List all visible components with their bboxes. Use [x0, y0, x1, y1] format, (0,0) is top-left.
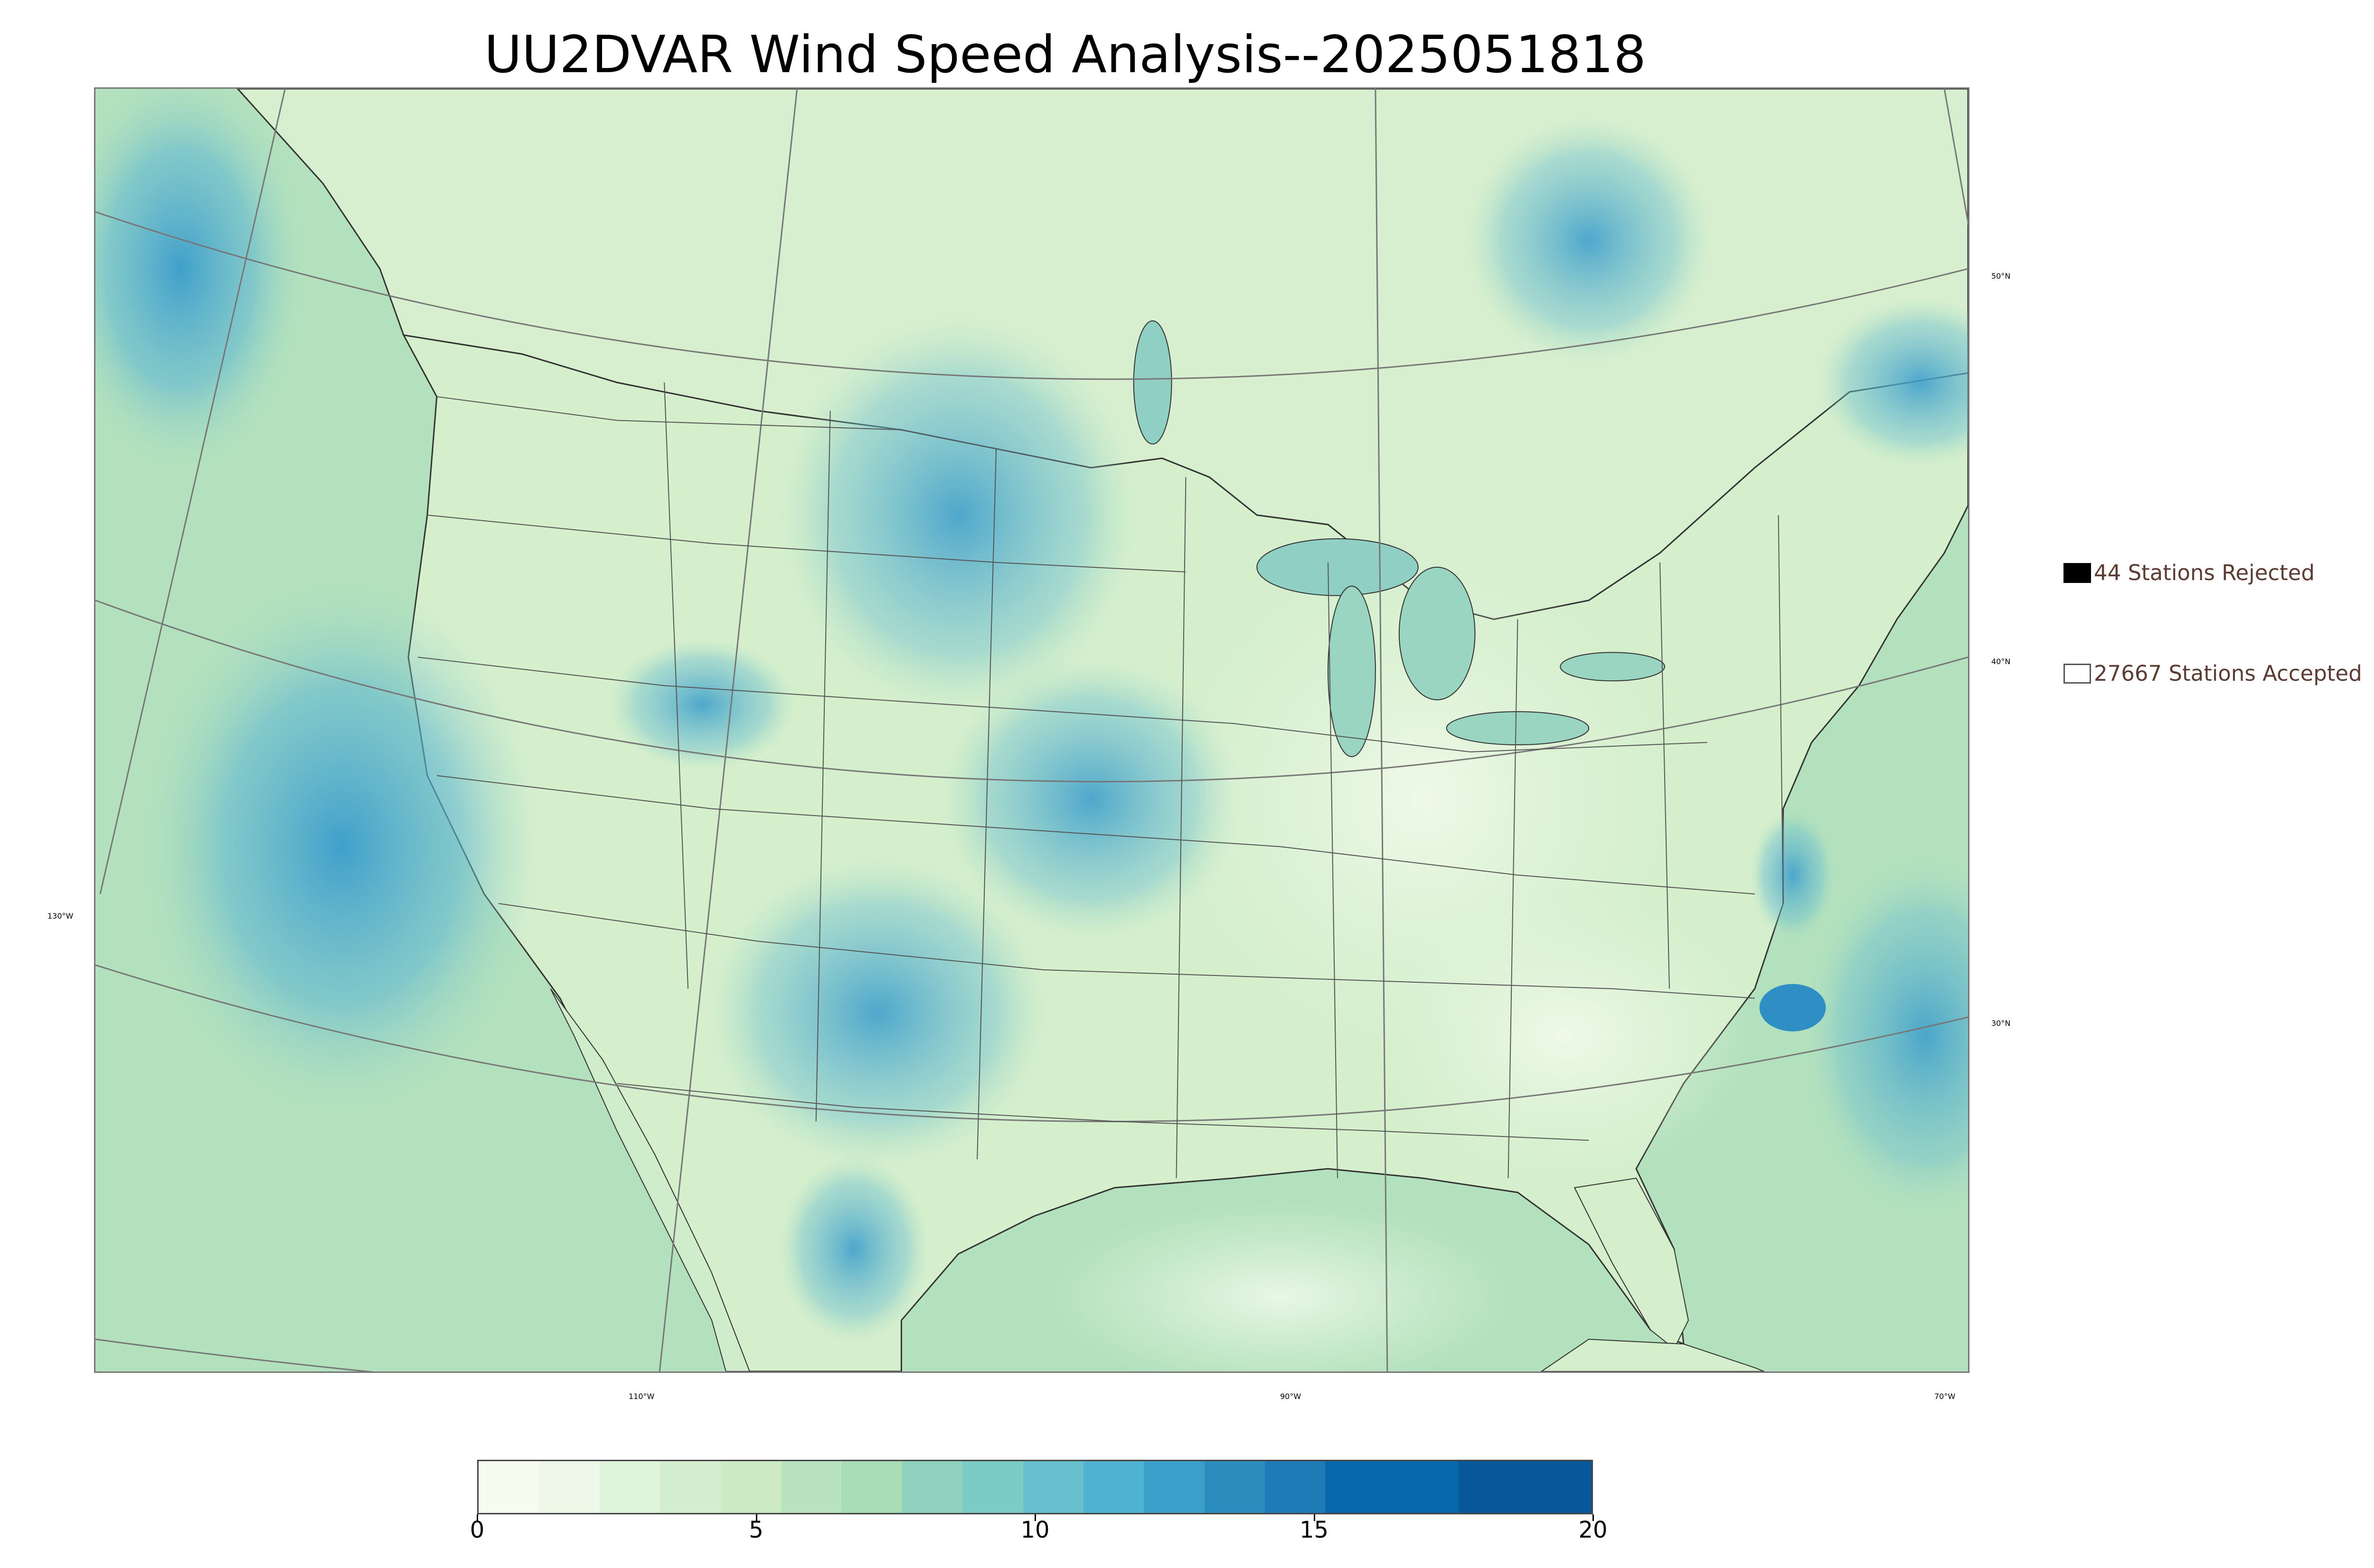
colorbar-segment	[479, 1461, 539, 1513]
colorbar-segment	[660, 1461, 721, 1513]
accepted-station-swatch	[2063, 663, 2091, 684]
pacific-wind-maximum	[142, 581, 541, 1112]
colorbar-segment	[962, 1461, 1023, 1513]
gulf-calm	[1044, 1202, 1518, 1371]
gulf-stream-wind	[1750, 808, 1836, 942]
map-panel[interactable]	[94, 87, 1969, 1373]
central-plains-wind	[939, 657, 1243, 942]
legend-accepted-label: 27667 Stations Accepted	[2094, 661, 2362, 686]
northern-plains-wind	[778, 316, 1139, 714]
atlantic-eddy	[1759, 984, 1826, 1032]
colorbar-tick	[755, 1514, 757, 1521]
colorbar-tick	[477, 1514, 478, 1521]
map-title: UU2DVAR Wind Speed Analysis--2025051818	[484, 25, 1646, 85]
lake-superior	[1256, 538, 1419, 596]
state-borders	[417, 382, 1784, 1178]
longitude-label: 130°W	[47, 911, 74, 920]
graticule-lines	[95, 89, 1968, 1371]
southeast-calm	[1375, 894, 1755, 1178]
colorbar-tick-label: 15	[1299, 1517, 1329, 1543]
colorbar-tick	[1592, 1514, 1594, 1521]
latitude-label: 50°N	[1991, 272, 2011, 281]
nova-scotia-wind	[1816, 297, 1968, 468]
lake-huron	[1398, 566, 1476, 701]
florida-peninsula	[1573, 1177, 1689, 1350]
colorbar-segment	[1144, 1461, 1205, 1513]
latitude-label: 30°N	[1991, 1019, 2011, 1028]
baja-peninsula	[550, 988, 750, 1371]
colorbar-tick-label: 20	[1578, 1517, 1608, 1543]
colorbar-segment	[1325, 1461, 1459, 1513]
longitude-label: 110°W	[629, 1392, 655, 1401]
colorbar-tick	[1035, 1514, 1036, 1521]
longitude-label: 90°W	[1280, 1392, 1301, 1401]
legend-accepted-stations: 27667 Stations Accepted	[2063, 661, 2362, 686]
colorbar-segment	[1204, 1461, 1265, 1513]
legend-rejected-stations: 44 Stations Rejected	[2063, 560, 2315, 585]
rejected-station-swatch	[2063, 563, 2091, 583]
southwest-wind	[707, 856, 1048, 1169]
longitude-label: 70°W	[1934, 1392, 1956, 1401]
lake-winnipeg	[1133, 320, 1172, 445]
colorbar-segment	[720, 1461, 781, 1513]
colorbar-tick-label: 0	[470, 1517, 485, 1543]
colorbar-segment	[781, 1461, 842, 1513]
cuba-coast	[1540, 1339, 1765, 1371]
lake-erie	[1446, 711, 1590, 745]
colorbar-segment	[1023, 1461, 1083, 1513]
hudson-bay-wind	[1465, 117, 1712, 364]
colorbar-segment	[1265, 1461, 1326, 1513]
colorbar-segment	[902, 1461, 963, 1513]
wind-speed-colorbar	[477, 1460, 1593, 1514]
colorbar-segment	[539, 1461, 600, 1513]
mexico-wind	[778, 1155, 930, 1344]
lake-michigan	[1328, 585, 1376, 757]
colorbar-tick-label: 5	[749, 1517, 763, 1543]
colorbar-tick	[1313, 1514, 1315, 1521]
latitude-label: 40°N	[1991, 657, 2011, 666]
colorbar-segment	[1083, 1461, 1144, 1513]
great-basin-wind	[607, 638, 797, 771]
wind-speed-map[interactable]	[95, 89, 1968, 1371]
legend-rejected-label: 44 Stations Rejected	[2094, 560, 2315, 585]
lake-ontario	[1560, 652, 1665, 682]
colorbar-segment	[1458, 1461, 1592, 1513]
colorbar-segment	[841, 1461, 902, 1513]
colorbar-tick-label: 10	[1020, 1517, 1050, 1543]
colorbar-segment	[599, 1461, 660, 1513]
alaska-gulf-wind	[95, 89, 304, 468]
